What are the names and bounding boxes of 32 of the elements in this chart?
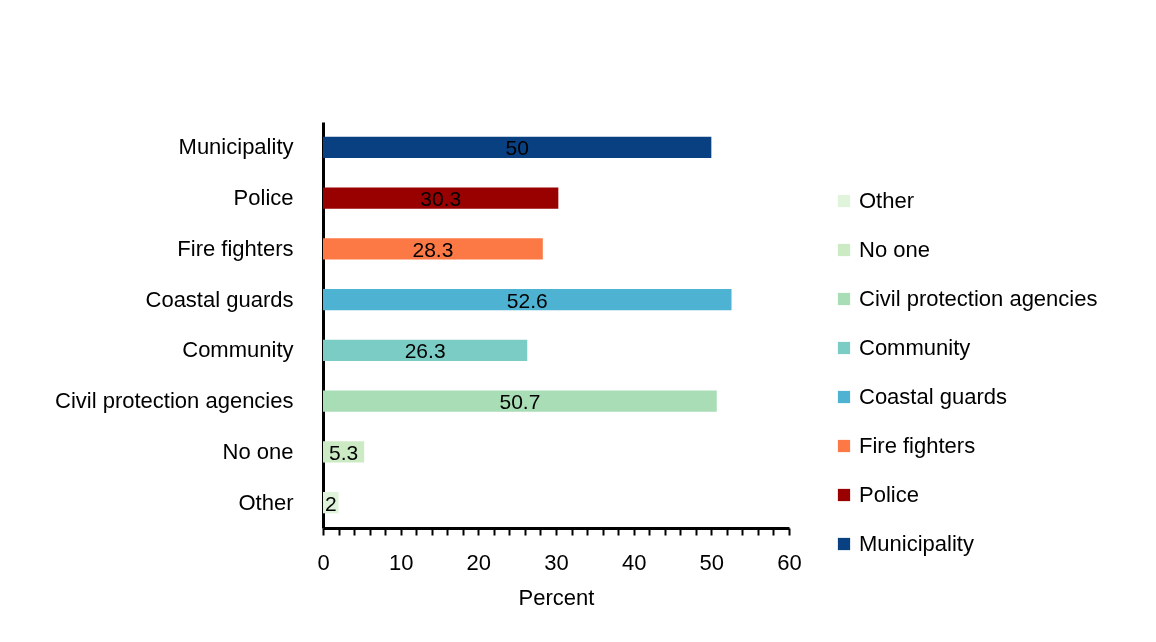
y-tick-label: Other <box>238 489 294 515</box>
x-tick-label: 40 <box>621 549 647 575</box>
x-tick-label: 30 <box>544 549 569 575</box>
x-tick-label: 60 <box>777 549 802 575</box>
legend-label: Community <box>859 335 971 360</box>
y-tick-label: Coastal guards <box>145 286 294 312</box>
data-label: 30.3 <box>420 187 462 211</box>
data-label: 2 <box>324 491 337 515</box>
y-tick-label: Community <box>182 337 294 363</box>
legend-label: Coastal guards <box>859 384 1007 409</box>
legend-label: Fire fighters <box>859 433 976 458</box>
data-label: 26.3 <box>404 339 446 363</box>
x-axis-title: Percent <box>518 584 595 610</box>
y-tick-label: Municipality <box>178 134 294 160</box>
x-tick-label: 0 <box>317 549 330 575</box>
data-label: 5.3 <box>328 440 359 464</box>
x-tick-label: 50 <box>699 549 725 575</box>
data-label: 52.6 <box>506 288 548 312</box>
data-label: 50 <box>505 136 529 160</box>
y-tick-label: Police <box>233 185 294 211</box>
legend-label: Other <box>859 188 915 213</box>
legend-label: No one <box>859 237 930 262</box>
data-label: 50.7 <box>499 390 541 414</box>
x-tick-label: 20 <box>466 549 492 575</box>
data-label: 28.3 <box>412 237 454 261</box>
y-tick-label: Fire fighters <box>177 235 294 261</box>
legend-label: Police <box>859 482 919 507</box>
y-tick-label: No one <box>222 438 294 464</box>
legend-label: Municipality <box>859 531 974 556</box>
y-tick-label: Civil protection agencies <box>55 388 294 414</box>
legend-label: Civil protection agencies <box>859 286 1098 311</box>
x-tick-label: 10 <box>388 549 414 575</box>
